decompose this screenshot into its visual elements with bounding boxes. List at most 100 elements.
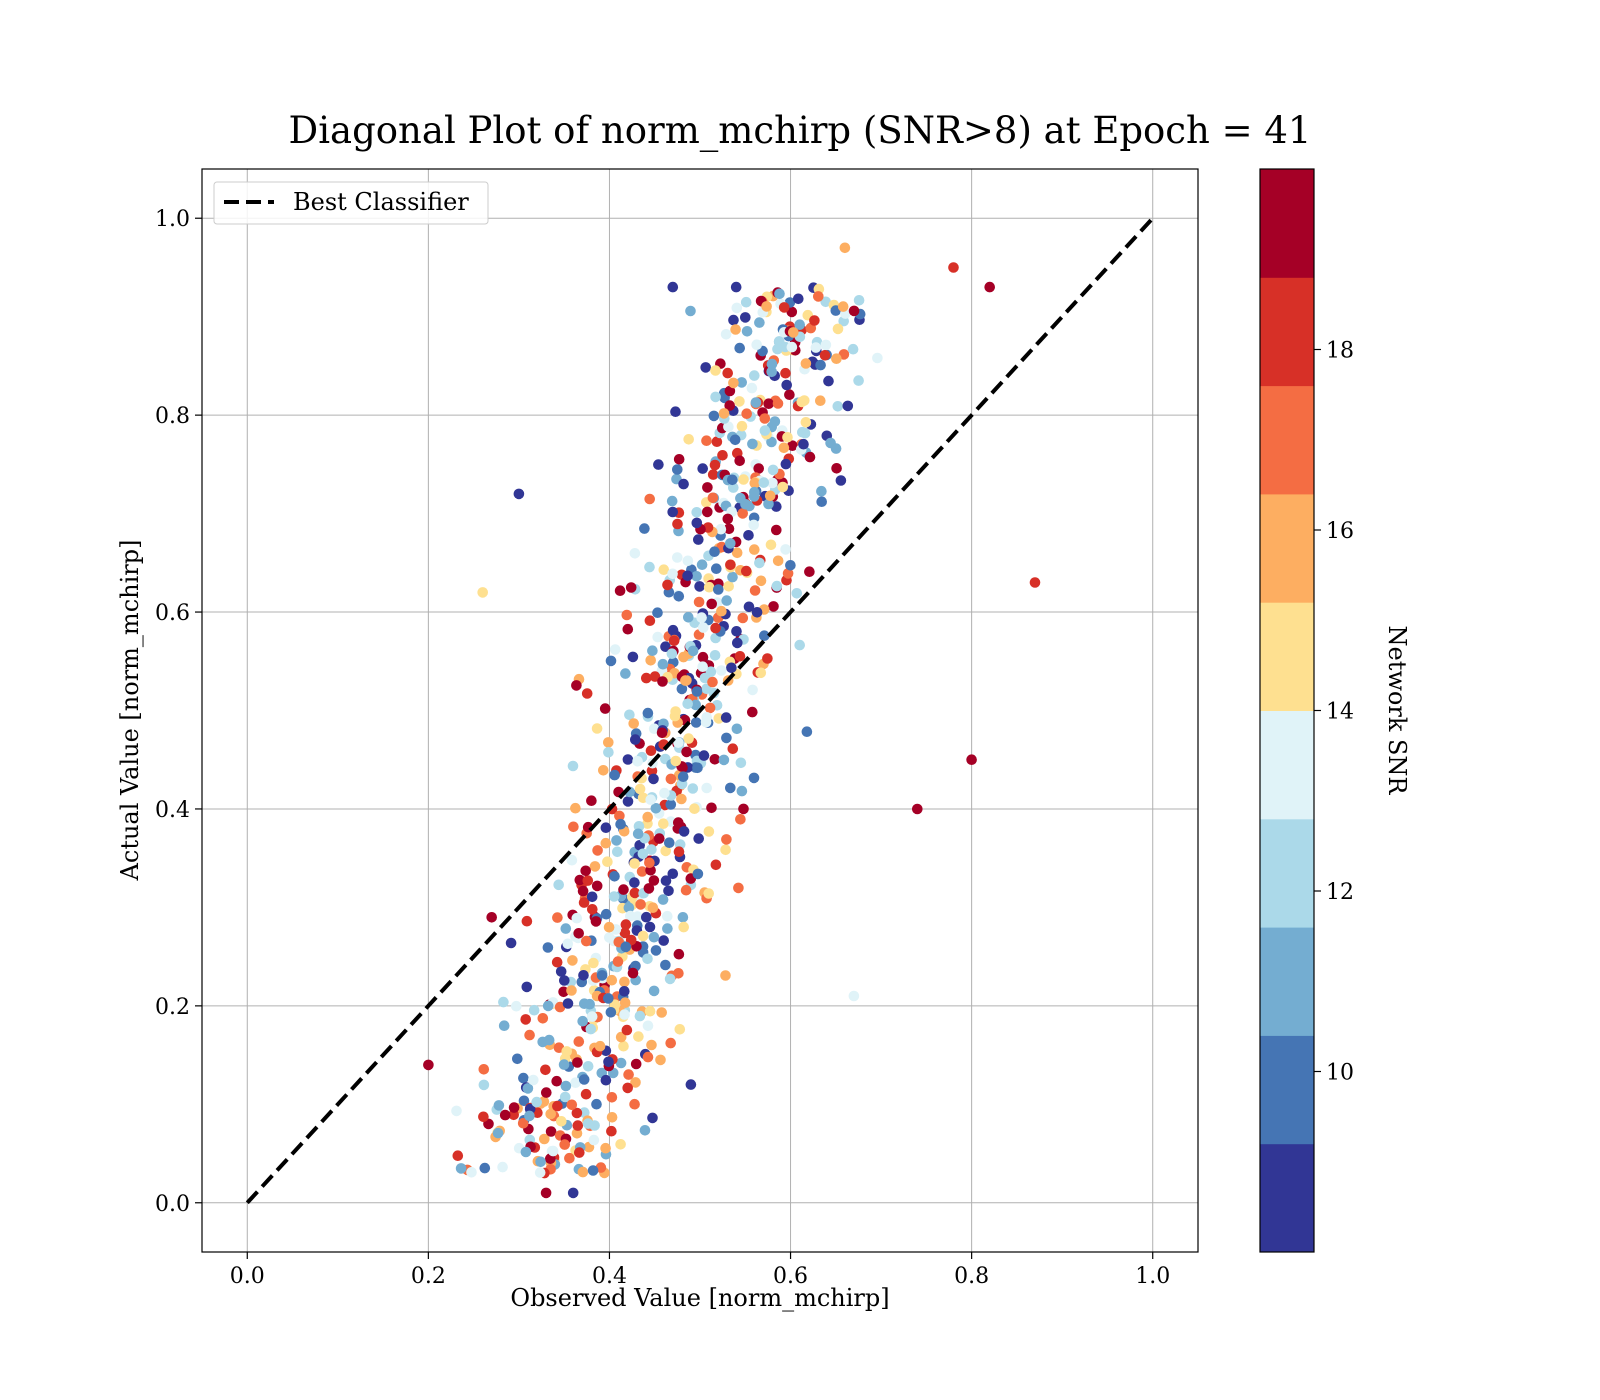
scatter-point xyxy=(634,783,646,795)
scatter-point xyxy=(545,1126,557,1137)
scatter-point xyxy=(772,398,784,409)
scatter-point xyxy=(637,848,649,860)
colorbar-tick-label: 16 xyxy=(1326,519,1354,544)
scatter-point xyxy=(611,835,622,846)
scatter-point xyxy=(528,1074,539,1086)
scatter-point xyxy=(784,389,795,401)
scatter-point xyxy=(710,391,721,403)
scatter-point xyxy=(641,672,652,684)
legend-label: Best Classifier xyxy=(293,188,469,216)
scatter-point xyxy=(815,395,826,407)
scatter-point xyxy=(620,919,632,930)
scatter-point xyxy=(582,1118,594,1129)
scatter-point xyxy=(718,754,730,766)
scatter-point xyxy=(612,846,623,858)
scatter-point xyxy=(606,1112,618,1123)
scatter-point xyxy=(629,858,640,869)
scatter-point xyxy=(423,1059,434,1071)
scatter-point xyxy=(670,406,681,418)
scatter-point xyxy=(777,481,789,493)
scatter-point xyxy=(670,755,682,767)
scatter-point xyxy=(698,750,710,761)
scatter-point xyxy=(737,612,749,624)
scatter-point xyxy=(619,1009,630,1020)
plot-frame xyxy=(201,168,1199,1253)
scatter-point xyxy=(800,358,812,369)
scatter-point xyxy=(609,871,620,882)
scatter-point xyxy=(832,323,844,335)
scatter-point xyxy=(642,1020,654,1032)
scatter-point xyxy=(731,723,743,735)
scatter-point xyxy=(641,911,652,923)
colorbar-band xyxy=(1260,1035,1314,1145)
scatter-point xyxy=(571,1128,583,1139)
scatter-point xyxy=(716,665,727,676)
scatter-point xyxy=(912,803,923,815)
colorbar-band xyxy=(1260,818,1314,928)
scatter-point xyxy=(644,1005,656,1017)
scatter-point xyxy=(545,1108,556,1120)
scatter-point xyxy=(768,601,779,612)
scatter-point xyxy=(734,342,745,354)
scatter-point xyxy=(750,397,762,408)
scatter-point xyxy=(837,301,849,312)
scatter-point xyxy=(582,875,594,886)
scatter-point xyxy=(649,671,661,682)
scatter-point xyxy=(603,993,614,1004)
scatter-point xyxy=(711,563,722,574)
scatter-point xyxy=(673,948,685,960)
scatter-point xyxy=(700,362,711,373)
y-tick-label: 0.2 xyxy=(155,995,190,1020)
scatter-point xyxy=(600,908,612,920)
scatter-point xyxy=(636,866,648,877)
scatter-point xyxy=(848,990,860,1002)
colorbar-tick-label: 18 xyxy=(1326,339,1354,364)
scatter-point xyxy=(574,874,586,886)
scatter-point xyxy=(722,513,734,525)
scatter-point xyxy=(755,667,767,679)
scatter-point xyxy=(753,463,764,474)
scatter-point xyxy=(574,1147,585,1158)
scatter-point xyxy=(654,833,665,844)
scatter-point xyxy=(677,771,689,782)
scatter-point xyxy=(759,630,770,641)
scatter-point xyxy=(657,894,669,905)
scatter-point xyxy=(622,1082,633,1094)
scatter-point xyxy=(736,420,748,432)
scatter-point xyxy=(586,795,597,806)
scatter-point xyxy=(531,1096,542,1108)
scatter-point xyxy=(648,931,660,943)
scatter-point xyxy=(707,469,719,480)
scatter-point xyxy=(452,1150,464,1161)
scatter-point xyxy=(713,584,724,595)
scatter-point xyxy=(658,818,669,829)
scatter-point xyxy=(666,648,678,659)
scatter-point xyxy=(774,288,785,300)
scatter-point xyxy=(524,1110,535,1122)
best-classifier-line xyxy=(245,216,1155,1205)
scatter-point xyxy=(847,343,859,355)
scatter-point xyxy=(813,291,824,302)
scatter-point xyxy=(702,482,713,493)
scatter-point xyxy=(647,1112,658,1124)
scatter-point xyxy=(725,559,736,571)
x-tick-label: 0.4 xyxy=(592,1264,627,1289)
scatter-point xyxy=(581,935,592,947)
scatter-point xyxy=(499,1109,511,1121)
scatter-point xyxy=(642,953,653,965)
colorbar-band xyxy=(1260,169,1314,278)
scatter-point xyxy=(692,868,704,880)
scatter-point xyxy=(820,339,832,351)
scatter-point xyxy=(763,498,774,510)
scatter-point xyxy=(556,1116,567,1127)
scatter-point xyxy=(580,1088,592,1100)
scatter-point xyxy=(573,928,584,939)
scatter-point xyxy=(571,912,583,924)
scatter-point xyxy=(521,915,533,927)
scatter-point xyxy=(660,875,672,886)
scatter-point xyxy=(582,1061,594,1072)
scatter-point xyxy=(717,450,728,461)
scatter-point xyxy=(737,508,748,519)
scatter-point xyxy=(665,773,677,785)
scatter-point xyxy=(697,661,708,672)
